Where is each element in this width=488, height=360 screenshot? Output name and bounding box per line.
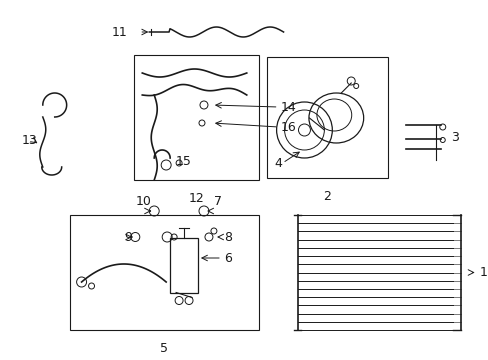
Text: 14: 14 xyxy=(280,100,296,113)
Text: 12: 12 xyxy=(188,192,204,205)
Text: 4: 4 xyxy=(274,157,282,170)
Text: 9: 9 xyxy=(124,230,132,243)
Bar xyxy=(170,238,198,293)
Bar xyxy=(69,215,258,330)
Text: 1: 1 xyxy=(479,266,487,279)
Text: 16: 16 xyxy=(280,121,296,134)
Bar xyxy=(266,57,387,178)
Text: 5: 5 xyxy=(160,342,168,355)
Text: 2: 2 xyxy=(323,190,330,203)
Text: 11: 11 xyxy=(111,26,127,39)
Text: 8: 8 xyxy=(224,230,231,243)
Text: 10: 10 xyxy=(135,195,151,208)
Text: 7: 7 xyxy=(213,195,222,208)
Text: 15: 15 xyxy=(176,155,192,168)
Text: 6: 6 xyxy=(224,252,231,265)
Text: 13: 13 xyxy=(22,134,38,147)
Text: 3: 3 xyxy=(450,131,458,144)
Bar xyxy=(134,55,258,180)
